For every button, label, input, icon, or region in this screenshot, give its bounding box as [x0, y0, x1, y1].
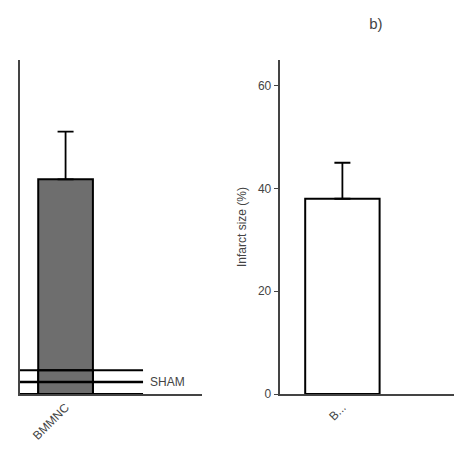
svg-text:Infarct size (%): Infarct size (%) — [235, 187, 249, 267]
svg-text:0: 0 — [265, 387, 272, 401]
svg-text:b): b) — [369, 15, 382, 32]
svg-text:BMMNC: BMMNC — [30, 400, 72, 442]
svg-text:SHAM: SHAM — [150, 375, 185, 389]
svg-text:60: 60 — [258, 79, 272, 93]
svg-text:20: 20 — [258, 284, 272, 298]
svg-text:B...: B... — [326, 401, 349, 424]
svg-text:40: 40 — [258, 182, 272, 196]
